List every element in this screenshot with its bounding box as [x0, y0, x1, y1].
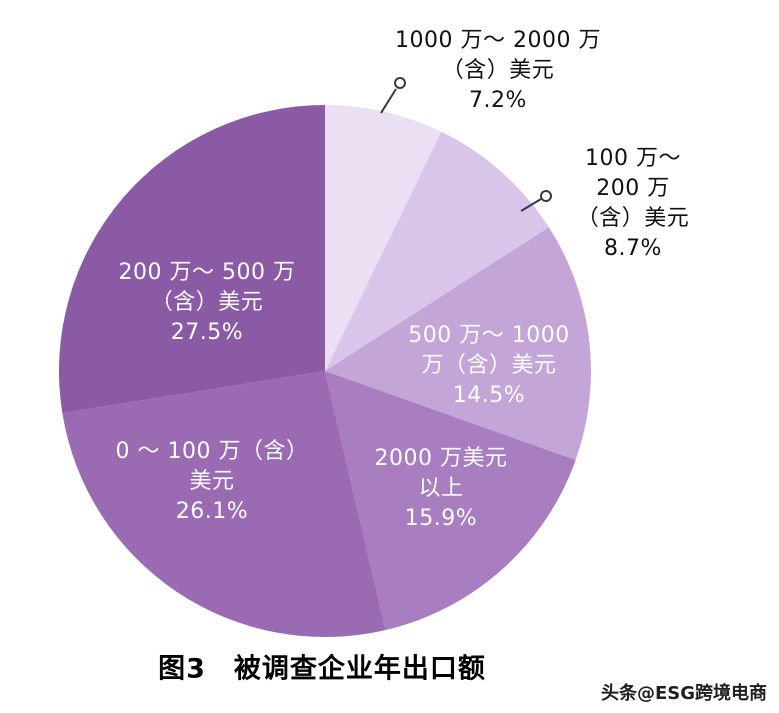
pie-slice-5: [59, 105, 326, 414]
pie-inside-label-5: 200 万～ 500 万 （含）美元 27.5%: [118, 260, 296, 345]
pie-slice-3: [325, 371, 576, 631]
pie-outside-label-1: 100 万～ 200 万 （含）美元 8.7%: [576, 146, 690, 261]
pie-outside-label-0: 1000 万～ 2000 万 （含）美元 7.2%: [395, 28, 601, 113]
leader-dot-icon-0: [394, 77, 406, 89]
pie-inside-label-4: 0 ～ 100 万（含） 美元 26.1%: [115, 439, 309, 524]
pie-slice-0: [325, 105, 442, 371]
pie-inside-label-2: 500 万～ 1000 万（含）美元 14.5%: [408, 323, 570, 408]
chart-title: 图3 被调查企业年出口额: [158, 653, 486, 685]
pie-slice-2: [325, 227, 592, 461]
leader-line-0: [380, 88, 397, 114]
leader-line-1: [520, 198, 542, 212]
pie-slice-4: [62, 371, 386, 637]
watermark-text: 头条@ESG跨境电商: [600, 683, 767, 704]
pie-inside-label-3: 2000 万美元 以上 15.9%: [374, 446, 508, 531]
leader-dot-icon-1: [540, 190, 552, 202]
pie-slice-1: [325, 131, 549, 371]
